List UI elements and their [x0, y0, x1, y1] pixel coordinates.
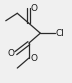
Text: O: O	[30, 54, 37, 63]
Text: Cl: Cl	[55, 29, 64, 38]
Text: O: O	[7, 49, 14, 58]
Text: O: O	[30, 4, 37, 13]
